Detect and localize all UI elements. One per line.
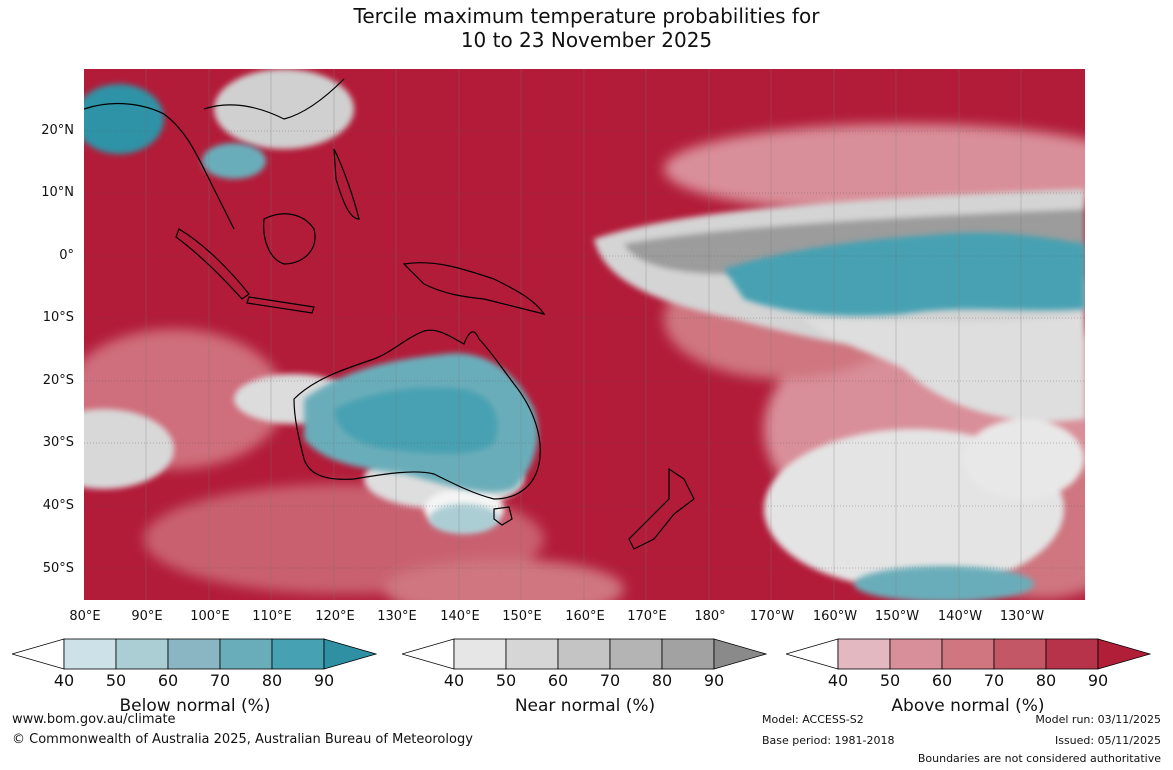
lon-label-150w: 150°W	[874, 609, 920, 624]
lon-label-130e: 130°E	[377, 609, 417, 624]
colorbar-segment	[271, 638, 325, 670]
footer-model: Model: ACCESS-S2	[762, 713, 864, 726]
colorbar-extend-low	[402, 638, 455, 670]
lat-label-10s: 10°S	[42, 310, 74, 325]
colorbar-segment	[889, 638, 943, 670]
lat-label-20n: 20°N	[41, 123, 74, 138]
colorbar-below-tick-80: 80	[261, 671, 283, 690]
lon-label-160w: 160°W	[812, 609, 858, 624]
colorbar-above-tick-50: 50	[879, 671, 901, 690]
colorbar-extend-high	[713, 638, 767, 670]
lon-label-120e: 120°E	[315, 609, 355, 624]
lat-label-0: 0°	[59, 248, 74, 263]
grid-lines	[84, 130, 1085, 569]
colorbar-above-title: Above normal (%)	[891, 696, 1045, 716]
colorbar-near-tick-60: 60	[547, 671, 569, 690]
lat-label-10n: 10°N	[41, 185, 74, 200]
colorbar-segment	[115, 638, 169, 670]
lon-label-110e: 110°E	[252, 609, 292, 624]
colorbar-below-tick-60: 60	[157, 671, 179, 690]
colorbar-segment	[557, 638, 611, 670]
colorbar-segment	[661, 638, 715, 670]
colorbar-near-tick-50: 50	[495, 671, 517, 690]
philippines-coastline	[333, 148, 360, 220]
lon-label-90e: 90°E	[131, 609, 163, 624]
lon-label-140e: 140°E	[440, 609, 480, 624]
footer-disclaimer: Boundaries are not considered authoritat…	[917, 752, 1161, 765]
colorbar-extend-low	[12, 638, 65, 670]
lon-label-170e: 170°E	[627, 609, 667, 624]
colorbar-above-tick-70: 70	[983, 671, 1005, 690]
colorbar-below-tick-90: 90	[313, 671, 335, 690]
map-title: Tercile maximum temperature probabilitie…	[0, 4, 1173, 52]
lon-label-130w: 130°W	[999, 609, 1045, 624]
colorbar-near-tick-80: 80	[651, 671, 673, 690]
new-guinea-coastline	[402, 262, 546, 315]
asia-coastline	[84, 78, 345, 230]
colorbar-segment	[837, 638, 891, 670]
colorbar-above-tick-80: 80	[1035, 671, 1057, 690]
lon-label-100e: 100°E	[190, 609, 230, 624]
probability-map	[84, 69, 1085, 600]
below-normal-areas	[84, 84, 1085, 600]
colorbar-segment	[609, 638, 663, 670]
colorbar-near-tick-90: 90	[703, 671, 725, 690]
lon-label-150e: 150°E	[502, 609, 542, 624]
colorbar-extend-low	[786, 638, 839, 670]
colorbar-extend-high	[1097, 638, 1151, 670]
colorbar-segment	[1045, 638, 1099, 670]
colorbar-above-tick-90: 90	[1087, 671, 1109, 690]
lon-label-140w: 140°W	[937, 609, 983, 624]
colorbar-near-title: Near normal (%)	[514, 696, 656, 716]
map-title-line-1: Tercile maximum temperature probabilitie…	[353, 4, 820, 28]
colorbar-segment	[219, 638, 273, 670]
java-coastline	[246, 296, 315, 314]
colorbar-near-tick-70: 70	[599, 671, 621, 690]
footer-website-link[interactable]: www.bom.gov.au/climate	[12, 712, 176, 727]
colorbar-near-tick-40: 40	[443, 671, 465, 690]
footer-base-period: Base period: 1981-2018	[762, 734, 895, 747]
lon-label-170w: 170°W	[749, 609, 795, 624]
colorbar-below-tick-50: 50	[105, 671, 127, 690]
colorbar-extend-high	[323, 638, 377, 670]
colorbar-segment	[453, 638, 507, 670]
colorbar-below-normal	[12, 638, 377, 670]
lon-label-180: 180°	[694, 609, 726, 624]
colorbar-segment	[505, 638, 559, 670]
colorbar-segment	[63, 638, 117, 670]
colorbar-near-normal	[402, 638, 767, 670]
tasmania-coastline	[493, 506, 513, 526]
colorbar-below-tick-40: 40	[53, 671, 75, 690]
colorbar-below-title: Below normal (%)	[119, 696, 271, 716]
colorbar-segment	[167, 638, 221, 670]
colorbar-above-normal	[786, 638, 1151, 670]
colorbar-above-tick-40: 40	[827, 671, 849, 690]
sumatra-coastline	[175, 228, 250, 300]
lat-label-20s: 20°S	[42, 373, 74, 388]
map-title-line-2: 10 to 23 November 2025	[460, 28, 713, 52]
lat-label-40s: 40°S	[42, 498, 74, 513]
footer-issued: Issued: 05/11/2025	[1054, 734, 1161, 747]
borneo-coastline	[263, 213, 316, 265]
colorbar-above-tick-60: 60	[931, 671, 953, 690]
footer-model-run: Model run: 03/11/2025	[1035, 713, 1161, 726]
colorbar-segment	[941, 638, 995, 670]
colorbar-below-tick-70: 70	[209, 671, 231, 690]
coastlines	[84, 78, 695, 550]
lat-label-30s: 30°S	[42, 435, 74, 450]
australia-coastline	[293, 329, 541, 500]
lat-label-50s: 50°S	[42, 561, 74, 576]
lon-label-160e: 160°E	[565, 609, 605, 624]
colorbar-segment	[993, 638, 1047, 670]
footer-copyright: © Commonwealth of Australia 2025, Austra…	[12, 732, 473, 747]
new-zealand-coastline	[628, 467, 695, 550]
lon-label-80e: 80°E	[69, 609, 101, 624]
meridian-lines	[145, 69, 1022, 600]
